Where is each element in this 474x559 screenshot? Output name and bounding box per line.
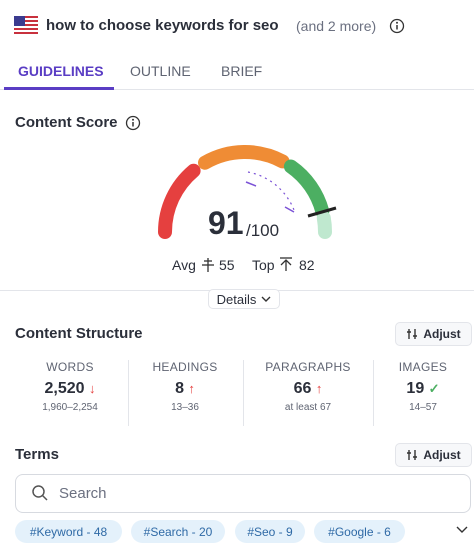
score-value: 91 — [208, 205, 244, 241]
metric: IMAGES 19 ✓ 14–57 — [380, 360, 466, 426]
metric-label: HEADINGS — [152, 360, 218, 374]
info-icon[interactable] — [389, 18, 405, 34]
search-placeholder: Search — [59, 485, 107, 502]
metric-label: WORDS — [46, 360, 94, 374]
metric-label: PARAGRAPHS — [265, 360, 351, 374]
metric-range: 1,960–2,254 — [42, 402, 98, 413]
adjust-icon — [407, 450, 418, 460]
search-icon — [32, 485, 48, 501]
tab[interactable]: BRIEF — [221, 63, 263, 79]
adjust-label: Adjust — [423, 327, 461, 341]
chevron — [261, 296, 271, 302]
adjust-button[interactable]: Adjust — [395, 443, 472, 467]
avg-label: Avg — [172, 257, 196, 273]
score-gauge — [158, 145, 337, 239]
info-icon[interactable] — [125, 115, 141, 131]
metric: PARAGRAPHS 66 ↑ at least 67 — [248, 360, 368, 426]
details-label: Details — [216, 291, 257, 307]
avg-icon — [202, 258, 214, 272]
tab-indicator — [4, 87, 114, 90]
trend-down: ↓ — [89, 381, 96, 396]
divider — [0, 89, 474, 90]
tab[interactable]: OUTLINE — [130, 63, 191, 79]
adjust-label: Adjust — [423, 448, 461, 462]
metric-value: 8 — [175, 380, 184, 397]
search-box[interactable] — [15, 474, 471, 513]
trend-up: ↑ — [315, 381, 323, 396]
score-max: /100 — [246, 221, 280, 240]
top-value: 82 — [299, 257, 315, 273]
flag-icon — [14, 16, 38, 34]
divider — [128, 360, 129, 426]
term-tag[interactable]: #Keyword - 48 — [15, 520, 122, 543]
section-title: Terms — [15, 446, 59, 463]
top-icon — [280, 257, 292, 271]
term-tag[interactable]: #Seo - 9 — [235, 520, 305, 543]
metric-range: at least 67 — [284, 402, 332, 413]
details-button[interactable]: Details — [208, 289, 280, 309]
divider — [373, 360, 374, 426]
metric-value: 66 — [293, 380, 312, 397]
expand-chevron[interactable] — [456, 526, 468, 534]
metric-range: 14–57 — [409, 402, 437, 413]
query-title[interactable]: how to choose keywords for seo — [46, 17, 279, 34]
tab-active[interactable]: GUIDELINES — [18, 63, 104, 79]
more-queries[interactable]: (and 2 more) — [296, 18, 377, 34]
metric-range: 13–36 — [171, 402, 199, 413]
check-icon: ✓ — [428, 381, 440, 396]
term-tag[interactable]: #Search - 20 — [131, 520, 225, 543]
trend-up: ↑ — [188, 381, 195, 396]
adjust-button[interactable]: Adjust — [395, 322, 472, 346]
metric-label: IMAGES — [398, 360, 448, 374]
top-label: Top — [252, 257, 275, 273]
term-tag[interactable]: #Google - 6 — [314, 520, 405, 543]
divider — [243, 360, 244, 426]
metric-value: 2,520 — [44, 380, 85, 397]
metric-value: 19 — [406, 380, 425, 397]
metric: HEADINGS 8 ↑ 13–36 — [135, 360, 235, 426]
adjust-icon — [407, 329, 418, 339]
section-title: Content Structure — [15, 325, 143, 342]
metric: WORDS 2,520 ↓ 1,960–2,254 — [20, 360, 120, 426]
section-title: Content Score — [15, 114, 118, 131]
avg-value: 55 — [219, 257, 235, 273]
